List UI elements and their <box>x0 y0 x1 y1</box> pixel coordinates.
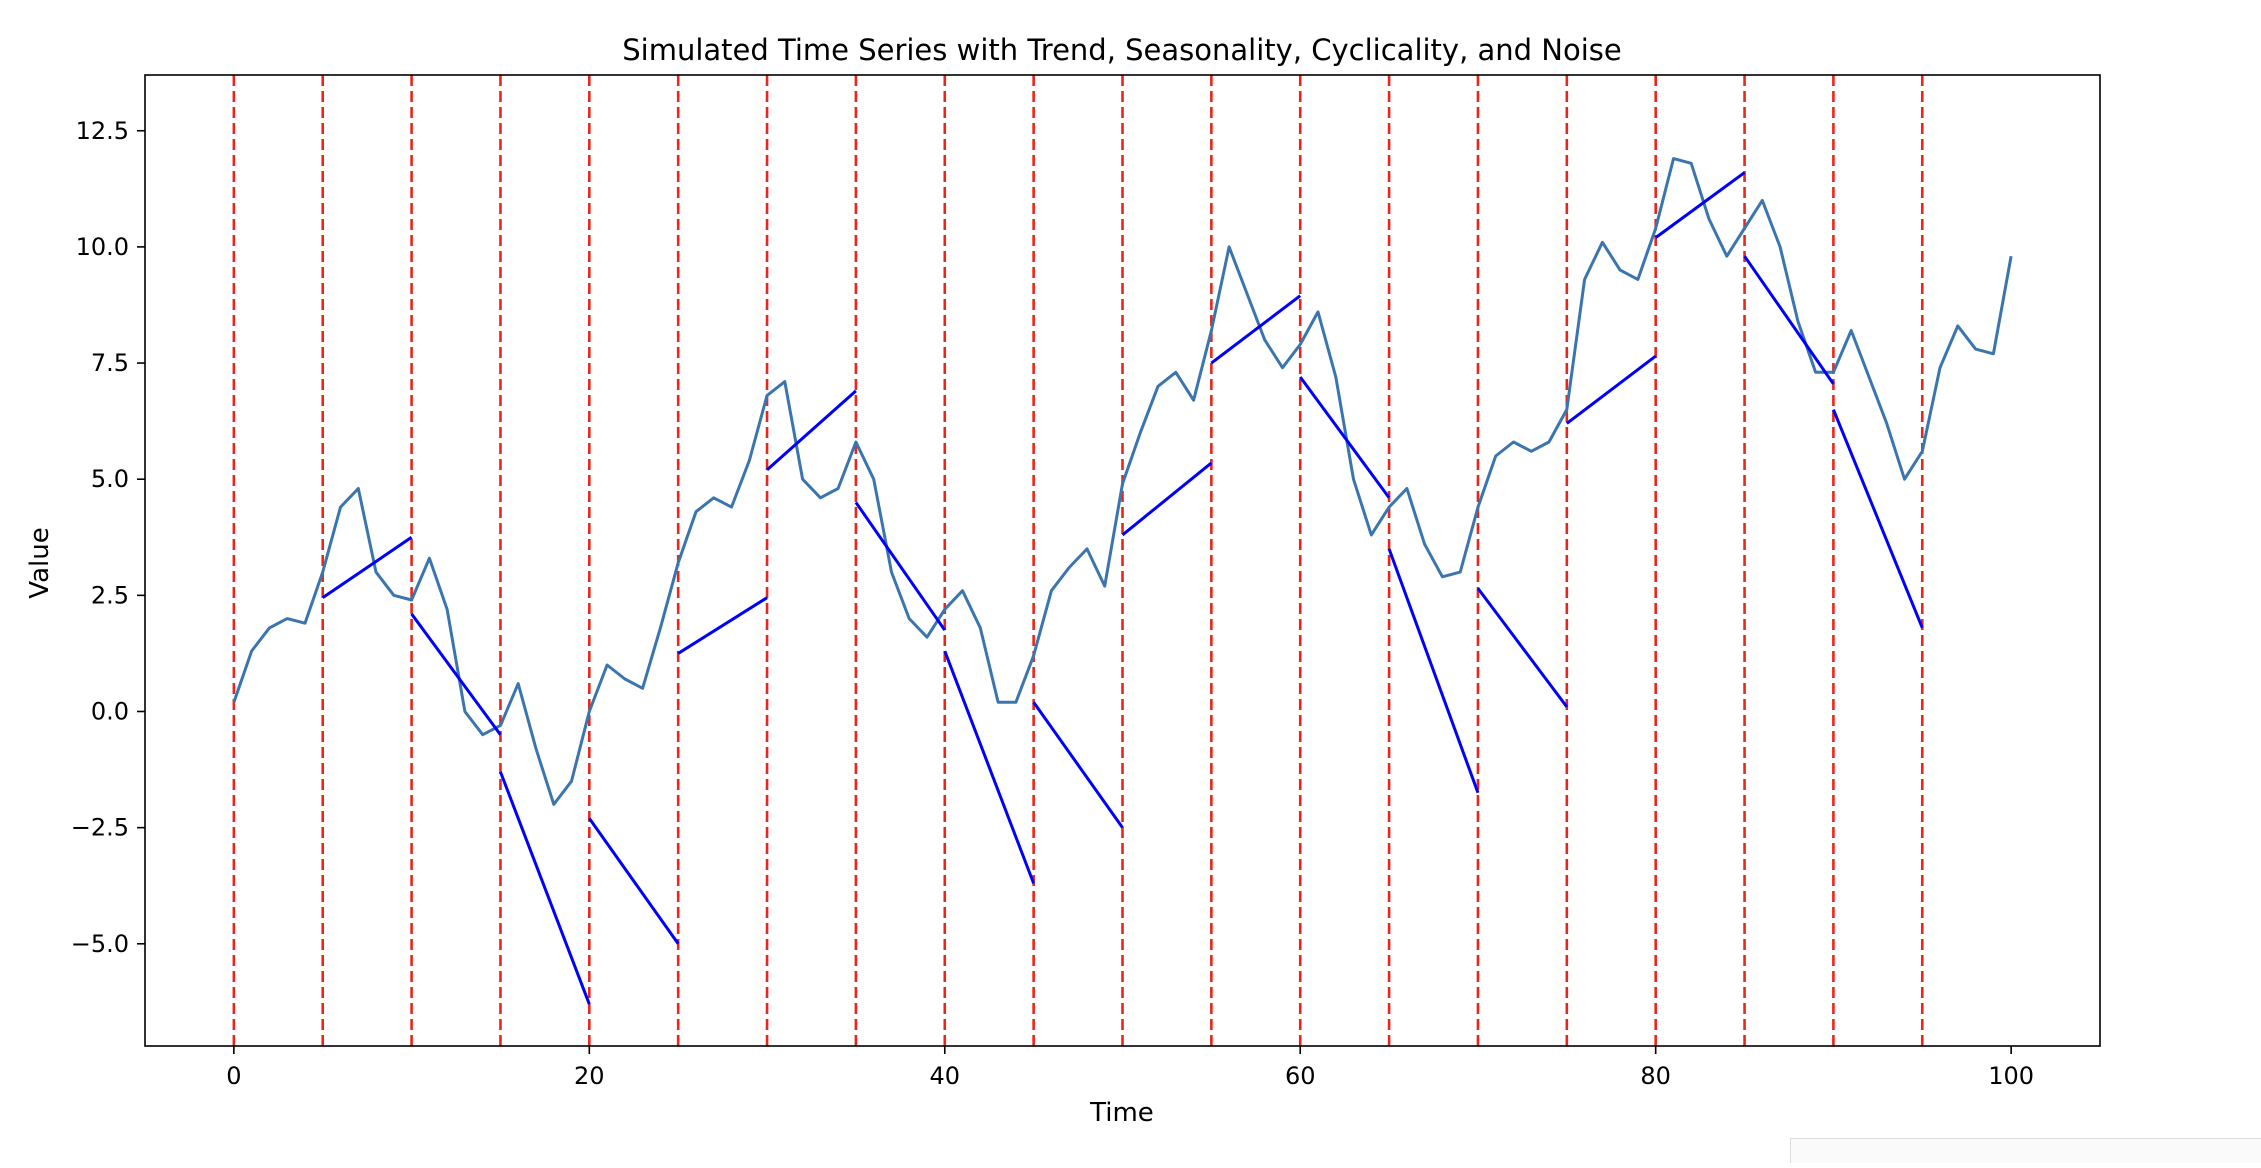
y-tick-label: 2.5 <box>91 581 129 609</box>
x-tick-label: 60 <box>1285 1062 1316 1090</box>
y-tick-label: −5.0 <box>71 930 129 958</box>
chart-title: Simulated Time Series with Trend, Season… <box>622 33 1622 67</box>
y-tick-label: 10.0 <box>76 233 129 261</box>
trend-segment <box>1299 376 1391 499</box>
x-tick-label: 100 <box>1988 1062 2034 1090</box>
trend-segment <box>943 650 1036 884</box>
trend-segment <box>1210 294 1302 365</box>
y-axis-label: Value <box>25 527 55 598</box>
x-tick-label: 40 <box>929 1062 960 1090</box>
y-tick-label: 7.5 <box>91 349 129 377</box>
trend-segment <box>1565 354 1657 425</box>
trend-segment <box>1121 461 1213 537</box>
x-axis-label: Time <box>1089 1098 1154 1128</box>
trend-segments <box>321 171 1924 1005</box>
trend-segment <box>1387 548 1480 794</box>
trend-segment <box>1743 255 1835 385</box>
y-tick-label: 5.0 <box>91 465 129 493</box>
trend-segment <box>854 501 947 632</box>
x-tick-label: 20 <box>574 1062 605 1090</box>
plot-frame <box>144 74 2101 1047</box>
changepoint-lines <box>232 75 1924 1046</box>
trend-segment <box>1476 587 1569 708</box>
y-tick-label: 12.5 <box>76 117 129 145</box>
trend-segment <box>410 613 502 736</box>
x-tick-label: 80 <box>1640 1062 1671 1090</box>
series-layer <box>232 157 2013 806</box>
series-line <box>232 157 2013 806</box>
x-axis-ticks: 0 20 40 60 80 100 <box>226 1046 2034 1090</box>
x-tick-label: 0 <box>226 1062 241 1090</box>
y-axis-ticks: −5.0 −2.5 0.0 2.5 5.0 7.5 10.0 12.5 <box>71 117 145 958</box>
trend-segment <box>1032 701 1124 829</box>
trend-segment <box>321 536 413 599</box>
trend-segment <box>766 389 857 472</box>
figure-toolbar <box>1790 1138 2261 1163</box>
trend-segment <box>677 596 768 655</box>
trend-segment <box>1654 171 1746 239</box>
trend-segment <box>1832 408 1924 629</box>
trend-segment <box>588 817 680 945</box>
y-tick-label: 0.0 <box>91 697 129 725</box>
trend-segment <box>499 771 591 1005</box>
y-tick-label: −2.5 <box>71 814 129 842</box>
